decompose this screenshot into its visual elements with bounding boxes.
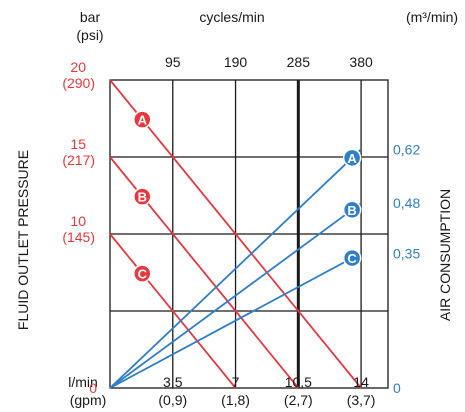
bottom-tick-sub-label: (3,7) xyxy=(347,392,376,408)
pressure-marker-label: A xyxy=(138,113,148,128)
units-psi-label: (psi) xyxy=(76,27,103,43)
x-unit-label: l/min xyxy=(68,374,98,390)
series: A B C A B C xyxy=(109,79,362,389)
pressure-marker-a xyxy=(133,110,152,129)
right-tick-label: 0,48 xyxy=(393,195,420,211)
air-marker-b xyxy=(342,200,362,220)
top-tick-label: 380 xyxy=(349,54,373,70)
right-tick-label: 0 xyxy=(393,380,401,396)
units-cycles-label: cycles/min xyxy=(199,9,264,25)
bottom-tick-sub-label: (1,8) xyxy=(221,392,250,408)
air-marker-label: A xyxy=(347,151,357,166)
x-unit-sub-label: (gpm) xyxy=(70,392,107,408)
top-tick-label: 95 xyxy=(165,54,181,70)
right-tick-label: 0,35 xyxy=(393,245,420,261)
pressure-marker-c xyxy=(133,264,152,283)
left-tick-label: 0 xyxy=(89,380,97,396)
labels: bar (psi) cycles/min (m³/min) 95 190 285 380 l/m… xyxy=(15,9,458,408)
air-marker-c xyxy=(342,248,362,268)
units-bar-label: bar xyxy=(80,9,101,25)
pressure-marker-label: C xyxy=(138,267,148,282)
bottom-tick-label: 3,5 xyxy=(163,374,183,390)
left-tick-label: 15 xyxy=(70,136,86,152)
pressure-line-c xyxy=(109,233,237,389)
left-tick-label: 10 xyxy=(70,213,86,229)
pressure-marker-label: B xyxy=(138,190,147,205)
bottom-tick-label: 14 xyxy=(353,374,369,390)
air-marker-label: B xyxy=(347,203,356,218)
left-axis-title: FLUID OUTLET PRESSURE xyxy=(15,150,31,330)
left-tick-label: 20 xyxy=(70,59,86,75)
right-axis-title: AIR CONSUMPTION xyxy=(437,189,453,321)
bottom-tick-sub-label: (2,7) xyxy=(284,392,313,408)
top-tick-label: 285 xyxy=(287,54,311,70)
pressure-line-a xyxy=(109,79,362,389)
air-line-b xyxy=(109,202,362,389)
left-tick-sub-label: (145) xyxy=(62,229,95,245)
top-tick-label: 190 xyxy=(224,54,248,70)
right-tick-label: 0,62 xyxy=(393,141,420,157)
air-marker-a xyxy=(342,148,362,168)
left-tick-sub-label: (217) xyxy=(62,152,95,168)
bottom-tick-label: 10,5 xyxy=(285,374,312,390)
units-air-label: (m³/min) xyxy=(406,9,458,25)
grid xyxy=(109,79,389,389)
bottom-tick-label: 7 xyxy=(232,374,240,390)
bottom-tick-sub-label: (0,9) xyxy=(158,392,187,408)
pressure-marker-b xyxy=(133,187,152,206)
air-line-a xyxy=(109,148,362,389)
air-marker-label: C xyxy=(347,251,357,266)
left-tick-sub-label: (290) xyxy=(62,75,95,91)
air-line-c xyxy=(109,252,362,389)
